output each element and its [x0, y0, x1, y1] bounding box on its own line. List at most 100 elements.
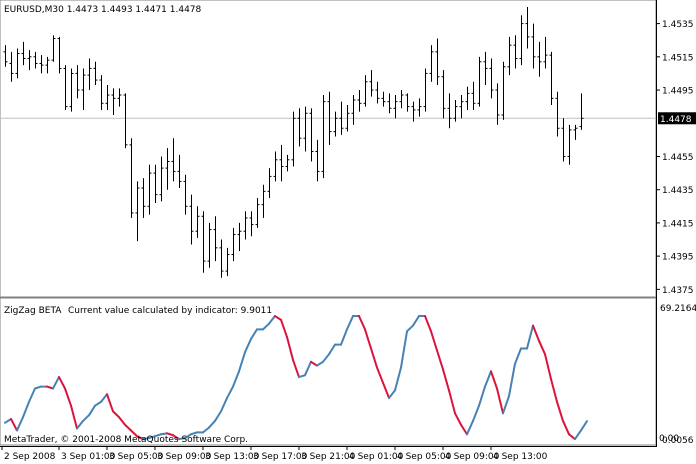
zigzag-segment-rising [82, 414, 90, 422]
time-axis: 2 Sep 2008 3 Sep 01:003 Sep 05:003 Sep 09… [1, 446, 548, 462]
ohlc-bar [93, 61, 98, 86]
ohlc-bar [75, 65, 80, 99]
ohlc-bar [63, 65, 68, 110]
ohlc-bar [471, 81, 476, 110]
zigzag-segment-rising [232, 370, 240, 388]
zigzag-segment-falling [496, 387, 504, 415]
time-tick-label: 4 Sep 09:00 [445, 452, 500, 462]
ohlc-bar [279, 144, 284, 182]
ohlc-bars [3, 6, 584, 278]
zigzag-segment-falling [364, 328, 372, 350]
current-price-label: 1.4478 [660, 115, 692, 125]
ohlc-bar [105, 85, 110, 110]
indicator-scale-min: 0.0056 [662, 436, 694, 446]
zigzag-segment-rising [250, 328, 258, 340]
time-tick-label: 3 Sep 13:00 [205, 452, 260, 462]
ohlc-bar [531, 23, 536, 69]
ohlc-bar [459, 95, 464, 119]
ohlc-bar [441, 70, 446, 119]
ohlc-bar [501, 61, 506, 120]
ohlc-bar [549, 51, 554, 105]
zigzag-segment-falling [166, 432, 174, 437]
zigzag-segment-rising [226, 385, 234, 400]
ohlc-bar [213, 216, 218, 262]
zigzag-segment-rising [28, 387, 36, 403]
zigzag-segment-falling [106, 393, 114, 413]
ohlc-bar [45, 56, 50, 74]
zigzag-segment-falling [118, 416, 126, 426]
zigzag-segment-rising [484, 370, 492, 388]
ohlc-bar [177, 154, 182, 189]
price-tick-label: 1.4395 [662, 253, 694, 263]
ohlc-bar [321, 95, 326, 179]
zigzag-segment-rising [238, 351, 246, 373]
zigzag-segment-rising [88, 404, 96, 417]
ohlc-bar [333, 111, 338, 137]
zigzag-segment-falling [556, 400, 564, 422]
ohlc-bar [231, 227, 236, 262]
zigzag-segment-rising [16, 416, 24, 432]
time-tick-label: 4 Sep 01:00 [349, 452, 404, 462]
zigzag-segment-falling [442, 368, 450, 392]
indicator-scale-min-overlay: 0.00 [659, 434, 679, 444]
zigzag-segment-rising [52, 376, 60, 390]
ohlc-bar [15, 48, 20, 79]
ohlc-bar [573, 124, 578, 140]
ohlc-bar [57, 36, 62, 74]
time-tick-label: 3 Sep 01:00 [61, 452, 116, 462]
ohlc-bar [309, 108, 314, 162]
zigzag-segment-falling [376, 366, 384, 384]
zigzag-segment-falling [124, 423, 132, 432]
ohlc-bar [297, 108, 302, 147]
zigzag-segment-rising [244, 337, 252, 354]
zigzag-segment-rising [22, 400, 30, 419]
ohlc-bar [153, 164, 158, 203]
ohlc-bar [453, 100, 458, 122]
price-tick-label: 1.4375 [662, 286, 694, 296]
zigzag-segment-rising [340, 328, 348, 346]
ohlc-bar [135, 181, 140, 242]
zigzag-segment-rising [502, 395, 510, 415]
zigzag-segment-rising [142, 437, 150, 441]
price-tick-label: 1.4495 [662, 87, 694, 97]
zigzag-segment-falling [46, 385, 54, 390]
ohlc-bar [555, 91, 560, 137]
zigzag-segment-falling [358, 315, 366, 331]
ohlc-bar [315, 139, 320, 182]
time-tick-label: 3 Sep 21:00 [301, 452, 356, 462]
zigzag-segment-rising [262, 322, 270, 331]
ohlc-bar [399, 90, 404, 109]
ohlc-bar [171, 138, 176, 182]
time-tick-label: 4 Sep 05:00 [397, 452, 452, 462]
zigzag-segment-rising [160, 432, 168, 436]
ohlc-bar [285, 154, 290, 172]
zigzag-segment-rising [76, 419, 84, 430]
ohlc-bar [495, 83, 500, 125]
ohlc-bar [303, 106, 308, 152]
zigzag-segment-rising [100, 393, 108, 403]
zigzag-segment-falling [136, 435, 144, 441]
zigzag-segment-falling [292, 358, 300, 379]
ohlc-bar [87, 58, 92, 91]
ohlc-bar [405, 93, 410, 112]
zigzag-segment-rising [574, 429, 582, 441]
zigzag-segment-falling [10, 418, 18, 432]
ohlc-bar [345, 104, 350, 132]
price-tick-label: 1.4455 [662, 153, 694, 163]
zigzag-segment-rising [190, 431, 198, 436]
ohlc-bar [69, 68, 74, 112]
ohlc-bar [489, 58, 494, 99]
ohlc-bar [123, 93, 128, 149]
ohlc-bar [9, 51, 14, 82]
zigzag-segment-rising [478, 385, 486, 407]
ohlc-bar [195, 206, 200, 238]
indicator-name: ZigZag BETA [4, 306, 62, 316]
zigzag-segment-rising [388, 389, 396, 400]
current-price-tag [658, 112, 696, 125]
zigzag-segment-falling [280, 318, 288, 339]
zigzag-segment-rising [328, 343, 336, 356]
zigzag-segment-falling [460, 423, 468, 436]
